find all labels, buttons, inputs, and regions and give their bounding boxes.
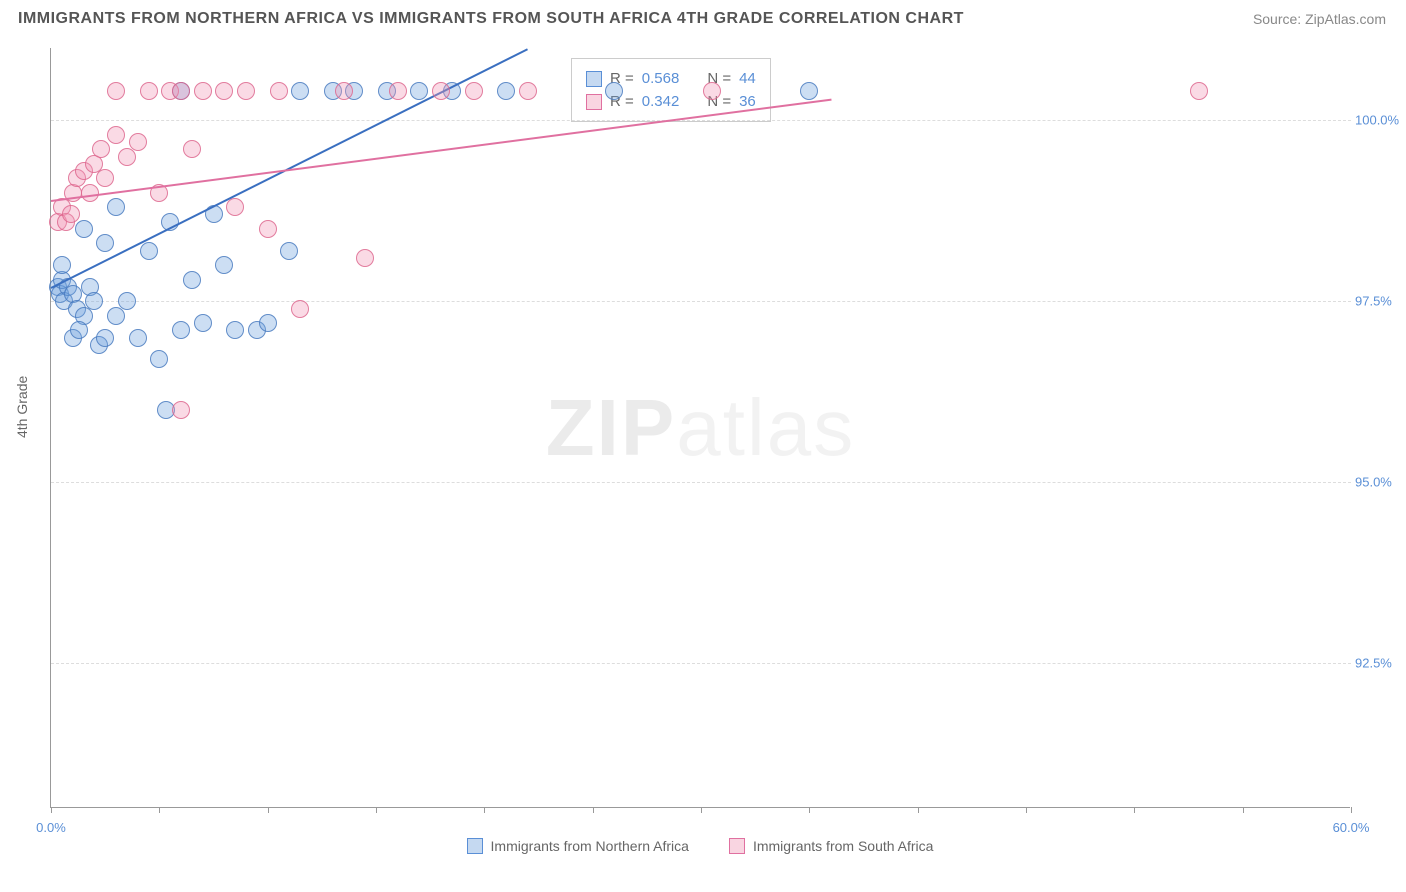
- x-tick: [1026, 807, 1027, 813]
- x-tick: [376, 807, 377, 813]
- data-point: [465, 82, 483, 100]
- data-point: [96, 329, 114, 347]
- legend-item: Immigrants from South Africa: [729, 838, 934, 854]
- data-point: [107, 82, 125, 100]
- data-point: [432, 82, 450, 100]
- legend-swatch-icon: [586, 94, 602, 110]
- data-point: [389, 82, 407, 100]
- x-tick: [51, 807, 52, 813]
- data-point: [96, 169, 114, 187]
- scatter-chart: ZIPatlas R =0.568N =44R =0.342N =36 92.5…: [50, 48, 1350, 808]
- data-point: [291, 300, 309, 318]
- data-point: [194, 314, 212, 332]
- chart-header: IMMIGRANTS FROM NORTHERN AFRICA VS IMMIG…: [0, 0, 1406, 36]
- data-point: [150, 350, 168, 368]
- data-point: [118, 292, 136, 310]
- x-tick: [809, 807, 810, 813]
- data-point: [81, 184, 99, 202]
- n-value: 44: [739, 70, 756, 87]
- data-point: [107, 198, 125, 216]
- data-point: [172, 321, 190, 339]
- legend-swatch-icon: [729, 838, 745, 854]
- chart-legend: Immigrants from Northern Africa Immigrant…: [50, 838, 1350, 854]
- chart-source: Source: ZipAtlas.com: [1253, 11, 1386, 27]
- r-value: 0.342: [642, 93, 680, 110]
- data-point: [215, 256, 233, 274]
- x-tick-label: 60.0%: [1333, 820, 1370, 835]
- data-point: [280, 242, 298, 260]
- y-tick-label: 95.0%: [1355, 475, 1400, 490]
- gridline: [51, 482, 1351, 483]
- data-point: [85, 292, 103, 310]
- data-point: [140, 82, 158, 100]
- chart-title: IMMIGRANTS FROM NORTHERN AFRICA VS IMMIG…: [18, 10, 964, 28]
- x-tick: [593, 807, 594, 813]
- x-tick: [1351, 807, 1352, 813]
- data-point: [291, 82, 309, 100]
- x-tick: [159, 807, 160, 813]
- data-point: [172, 401, 190, 419]
- data-point: [259, 314, 277, 332]
- data-point: [703, 82, 721, 100]
- y-tick-label: 97.5%: [1355, 294, 1400, 309]
- x-tick: [1134, 807, 1135, 813]
- gridline: [51, 663, 1351, 664]
- legend-label: Immigrants from Northern Africa: [491, 838, 689, 854]
- data-point: [140, 242, 158, 260]
- y-axis-label: 4th Grade: [14, 376, 30, 438]
- data-point: [259, 220, 277, 238]
- data-point: [92, 140, 110, 158]
- data-point: [183, 140, 201, 158]
- data-point: [497, 82, 515, 100]
- r-value: 0.568: [642, 70, 680, 87]
- y-tick-label: 100.0%: [1355, 113, 1400, 128]
- data-point: [800, 82, 818, 100]
- data-point: [183, 271, 201, 289]
- legend-item: Immigrants from Northern Africa: [467, 838, 689, 854]
- data-point: [270, 82, 288, 100]
- x-tick: [268, 807, 269, 813]
- data-point: [226, 321, 244, 339]
- data-point: [226, 198, 244, 216]
- x-tick: [1243, 807, 1244, 813]
- gridline: [51, 120, 1351, 121]
- data-point: [96, 234, 114, 252]
- data-point: [519, 82, 537, 100]
- data-point: [194, 82, 212, 100]
- y-tick-label: 92.5%: [1355, 656, 1400, 671]
- data-point: [53, 256, 71, 274]
- data-point: [1190, 82, 1208, 100]
- watermark: ZIPatlas: [546, 382, 855, 474]
- data-point: [605, 82, 623, 100]
- data-point: [62, 205, 80, 223]
- legend-swatch-icon: [467, 838, 483, 854]
- data-point: [356, 249, 374, 267]
- data-point: [129, 133, 147, 151]
- data-point: [75, 220, 93, 238]
- data-point: [172, 82, 190, 100]
- data-point: [107, 126, 125, 144]
- x-tick: [701, 807, 702, 813]
- x-tick-label: 0.0%: [36, 820, 66, 835]
- x-tick: [484, 807, 485, 813]
- trend-line: [51, 99, 831, 202]
- data-point: [335, 82, 353, 100]
- data-point: [70, 321, 88, 339]
- legend-swatch-icon: [586, 71, 602, 87]
- x-tick: [918, 807, 919, 813]
- legend-label: Immigrants from South Africa: [753, 838, 934, 854]
- gridline: [51, 301, 1351, 302]
- data-point: [215, 82, 233, 100]
- n-value: 36: [739, 93, 756, 110]
- data-point: [237, 82, 255, 100]
- data-point: [129, 329, 147, 347]
